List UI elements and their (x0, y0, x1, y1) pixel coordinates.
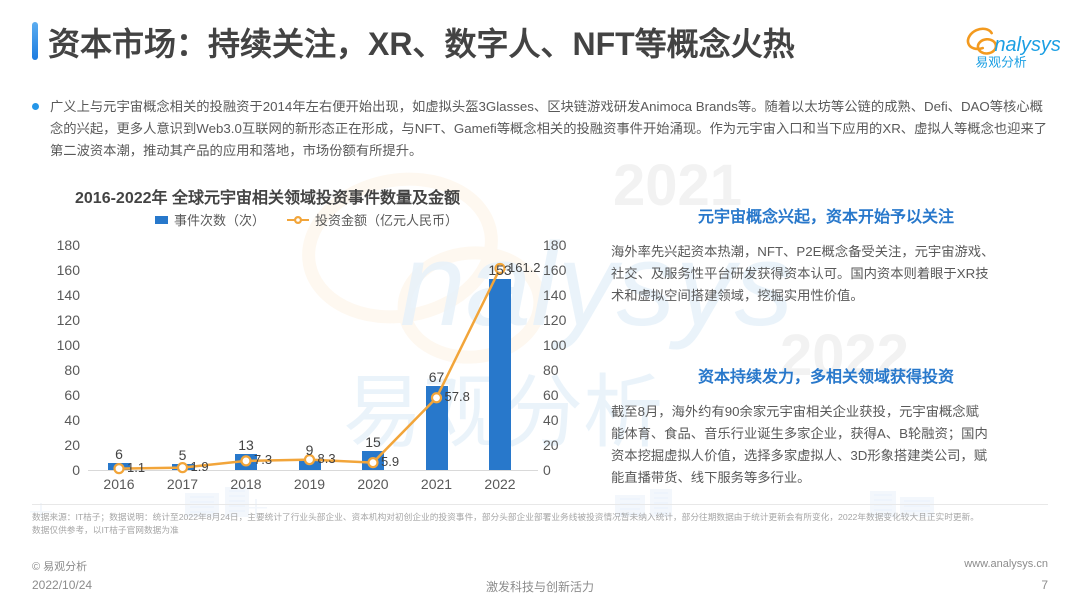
svg-text:易观分析: 易观分析 (976, 55, 1027, 70)
svg-text:nalysys: nalysys (995, 34, 1061, 56)
